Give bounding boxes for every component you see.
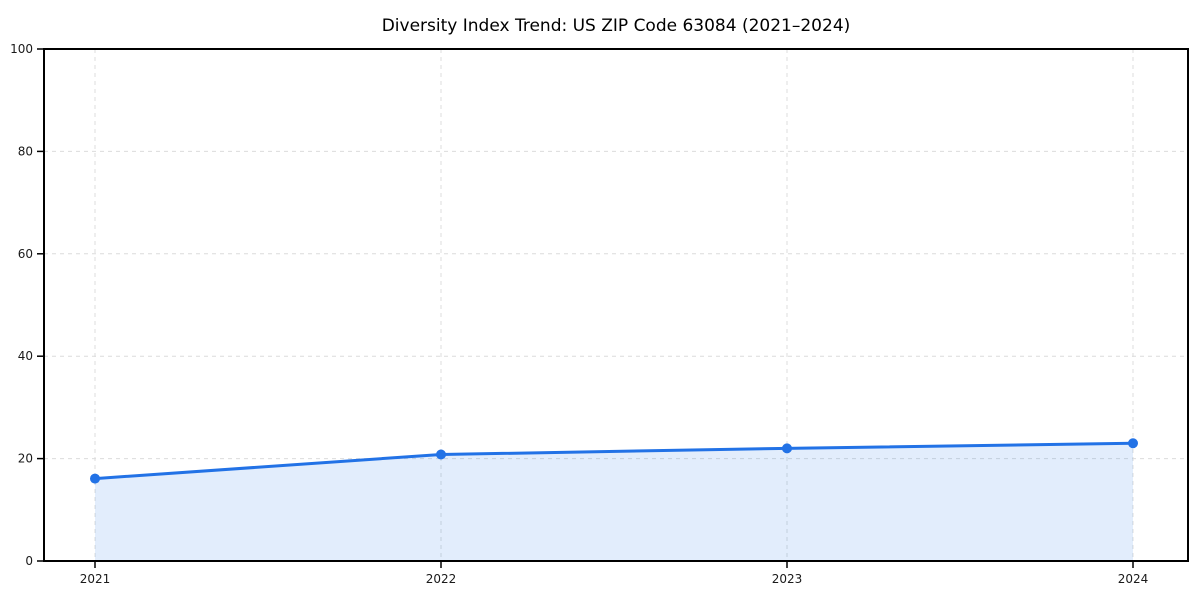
data-point — [782, 443, 792, 454]
x-tick-label: 2021 — [80, 572, 111, 586]
area-fill — [95, 443, 1133, 561]
data-point — [1128, 438, 1138, 449]
x-tick-label: 2023 — [772, 572, 803, 586]
y-tick-label: 0 — [25, 554, 33, 568]
axes-layer: 2021 2022 2023 2024 0 20 40 60 80 100 — [10, 42, 1189, 586]
trend-line — [93, 441, 1135, 481]
x-tick-label: 2022 — [426, 572, 457, 586]
y-tick-label: 80 — [18, 144, 33, 158]
x-tick-label: 2024 — [1118, 572, 1149, 586]
y-tick-label: 40 — [18, 349, 33, 363]
chart-title: Diversity Index Trend: US ZIP Code 63084… — [382, 16, 851, 36]
data-point — [436, 449, 446, 460]
data-point — [90, 473, 100, 484]
plot-frame — [43, 48, 1189, 562]
series-layer — [90, 438, 1138, 561]
y-tick-label: 60 — [18, 247, 33, 261]
y-tick-label: 100 — [10, 42, 33, 56]
y-tick-label: 20 — [18, 452, 33, 466]
